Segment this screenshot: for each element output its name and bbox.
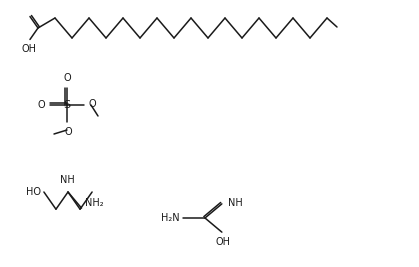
Text: O: O bbox=[37, 100, 45, 110]
Text: H₂N: H₂N bbox=[161, 213, 180, 223]
Text: OH: OH bbox=[215, 237, 230, 247]
Text: NH: NH bbox=[228, 198, 243, 208]
Text: O: O bbox=[64, 127, 72, 137]
Text: S: S bbox=[63, 100, 70, 110]
Text: NH: NH bbox=[59, 175, 75, 185]
Text: NH₂: NH₂ bbox=[85, 198, 103, 208]
Text: OH: OH bbox=[21, 45, 36, 54]
Text: O: O bbox=[63, 73, 71, 83]
Text: O: O bbox=[88, 99, 96, 109]
Text: HO: HO bbox=[26, 187, 41, 197]
